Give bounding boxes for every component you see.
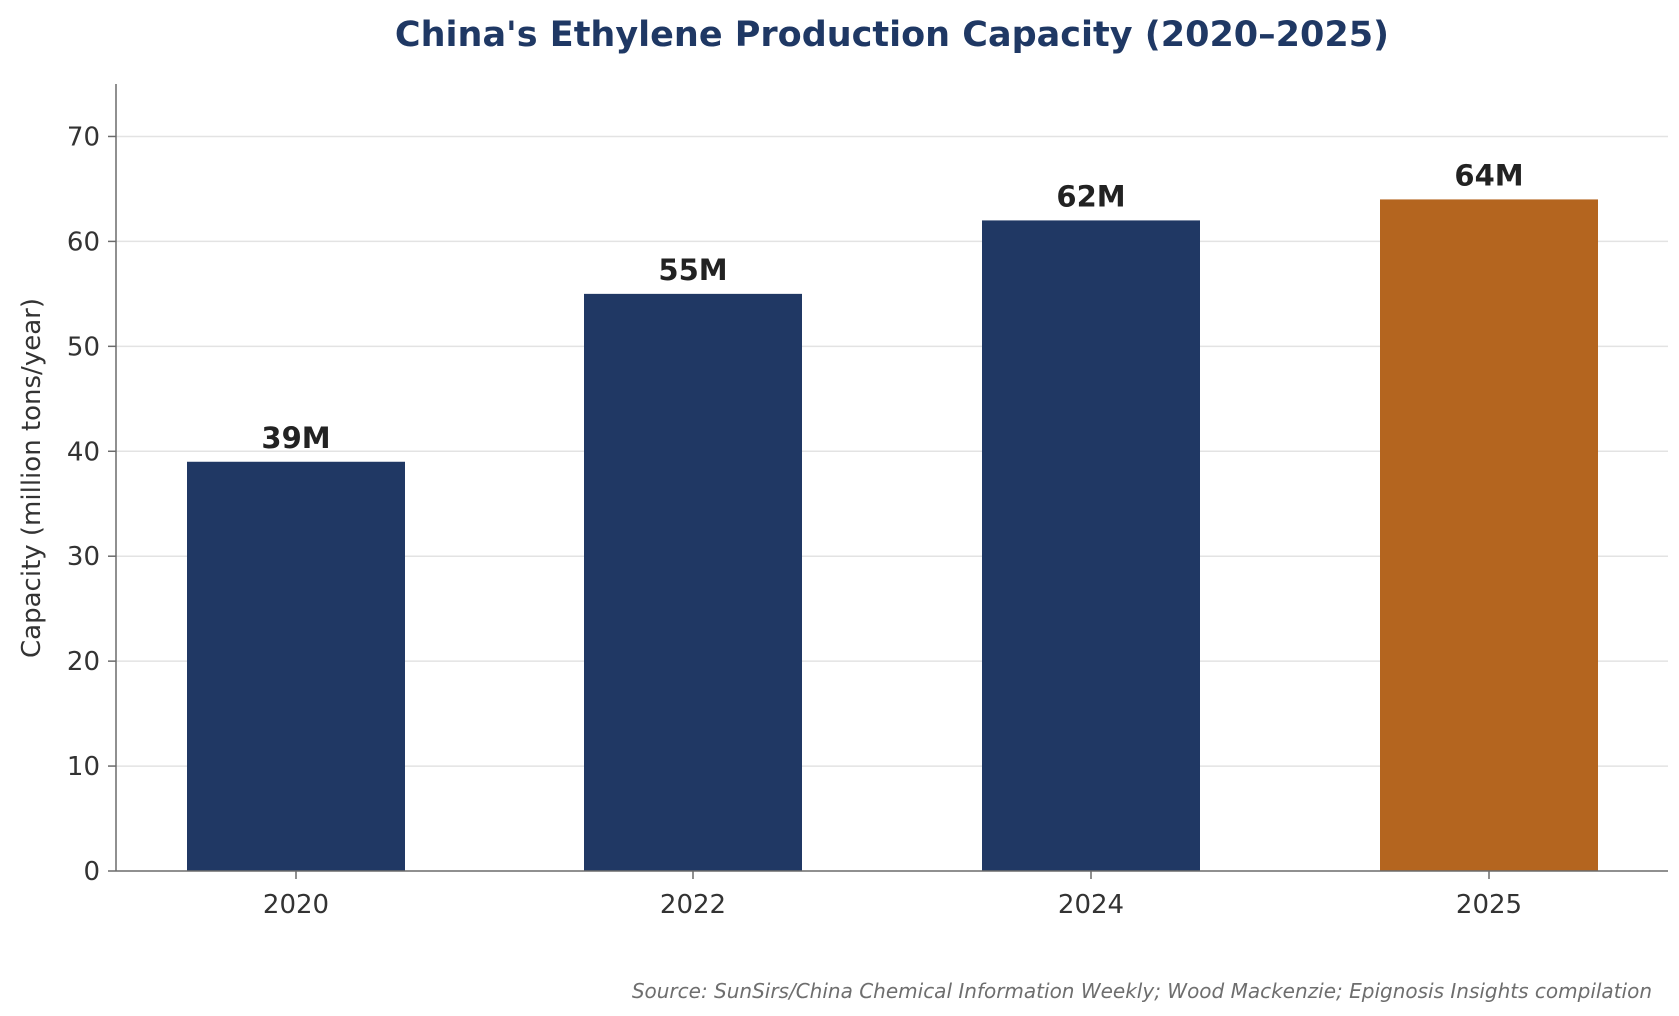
data-label-2025: 64M xyxy=(1454,158,1523,192)
data-label-2020: 39M xyxy=(261,421,330,455)
bar-2022 xyxy=(584,293,802,871)
x-tick-label: 2025 xyxy=(1456,890,1522,920)
x-tick-label: 2020 xyxy=(263,890,329,920)
y-ticks: 0 10 20 30 40 50 60 70 xyxy=(67,122,116,887)
bar-2025 xyxy=(1380,199,1598,872)
y-tick-label: 40 xyxy=(67,437,100,467)
chart-title: China's Ethylene Production Capacity (20… xyxy=(395,15,1389,55)
source-note: Source: SunSirs/China Chemical Informati… xyxy=(632,979,1652,1003)
y-tick-label: 10 xyxy=(67,752,100,782)
axes xyxy=(115,84,1668,872)
x-tick-label: 2022 xyxy=(660,890,726,920)
y-axis-label: Capacity (million tons/year) xyxy=(17,298,47,658)
y-tick-label: 20 xyxy=(67,647,100,677)
bar-2020 xyxy=(187,461,405,871)
y-tick-label: 60 xyxy=(67,227,100,257)
y-tick-label: 0 xyxy=(83,857,100,887)
bars xyxy=(187,199,1598,872)
data-label-2022: 55M xyxy=(658,253,727,287)
x-tick-label: 2024 xyxy=(1058,890,1124,920)
y-tick-label: 50 xyxy=(67,332,100,362)
bar-2024 xyxy=(982,220,1200,871)
data-labels: 39M 55M 62M 64M xyxy=(261,158,1523,454)
x-ticks: 2020 2022 2024 2025 xyxy=(263,871,1522,920)
data-label-2024: 62M xyxy=(1056,179,1125,213)
y-tick-label: 70 xyxy=(67,122,100,152)
y-tick-label: 30 xyxy=(67,542,100,572)
